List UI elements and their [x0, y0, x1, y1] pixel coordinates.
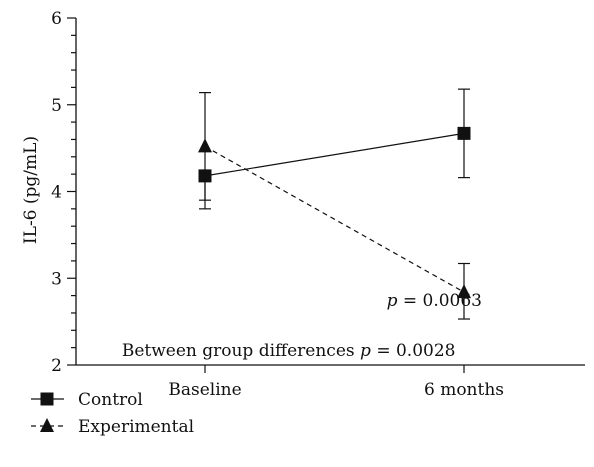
y-tick-label: 6	[51, 9, 62, 29]
x-tick-label: Baseline	[168, 380, 241, 400]
legend-item-control: Control	[31, 390, 143, 410]
between-group-differences: Between group differences p = 0.0028	[84, 341, 483, 361]
y-tick-label: 5	[51, 96, 62, 116]
legend-label-experimental: Experimental	[78, 417, 194, 437]
series-control	[198, 88, 471, 210]
legend-item-experimental: Experimental	[31, 417, 194, 437]
legend-label-control: Control	[78, 390, 143, 410]
legend: Control Experimental	[31, 390, 194, 437]
experimental-point	[198, 138, 212, 153]
x-ticks: Baseline 6 months	[168, 365, 504, 400]
y-tick-label: 2	[51, 356, 62, 376]
control-line	[204, 132, 465, 177]
y-axis-title: IL-6 (pg/mL)	[21, 136, 41, 244]
x-tick-label: 6 months	[424, 380, 504, 400]
experimental-line	[204, 145, 465, 293]
p-value-6-months: p = 0.0063	[387, 291, 482, 311]
control-point	[457, 126, 471, 140]
annotations: p = 0.0063 Between group differences p =…	[84, 291, 483, 361]
y-tick-label: 4	[51, 183, 62, 203]
y-ticks: 2 3 4 5 6	[51, 9, 76, 376]
series-layer	[198, 88, 471, 320]
legend-marker-experimental	[40, 418, 54, 432]
series-experimental	[198, 92, 471, 320]
y-tick-label: 3	[51, 269, 62, 289]
experimental-point	[457, 284, 471, 299]
axes: 2 3 4 5 6 Baseline 6 months IL-6 (pg/mL)	[21, 9, 585, 400]
legend-marker-control	[40, 392, 54, 406]
